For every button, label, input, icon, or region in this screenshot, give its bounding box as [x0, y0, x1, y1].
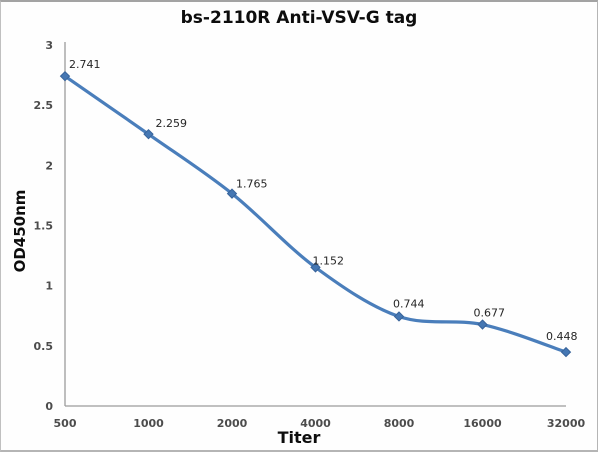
- x-tick-label: 8000: [384, 417, 415, 430]
- data-label: 0.744: [393, 297, 425, 310]
- x-axis-title: Titer: [277, 428, 321, 447]
- chart-title: bs-2110R Anti-VSV-G tag: [180, 8, 418, 28]
- y-tick-label: 1: [45, 280, 53, 293]
- x-tick-label: 2000: [217, 417, 248, 430]
- data-label: 1.152: [313, 254, 345, 267]
- data-point-marker: [59, 70, 71, 82]
- data-point-marker: [393, 311, 405, 322]
- y-tick-label: 2: [45, 159, 53, 172]
- data-label: 1.765: [236, 178, 268, 191]
- data-label: 2.741: [69, 58, 101, 71]
- x-tick-label: 16000: [463, 417, 502, 430]
- y-tick-label: 1.5: [34, 220, 54, 233]
- data-point-marker: [143, 128, 154, 140]
- data-label: 0.448: [546, 330, 578, 343]
- x-tick-label: 32000: [547, 417, 586, 430]
- data-label: 0.677: [474, 307, 506, 320]
- data-point-marker: [310, 262, 321, 273]
- y-tick-label: 0: [45, 400, 53, 413]
- x-tick-label: 1000: [133, 417, 164, 430]
- x-tick-label: 500: [54, 417, 77, 430]
- y-tick-label: 0.5: [34, 340, 54, 353]
- data-point-marker: [560, 346, 572, 358]
- data-label: 2.259: [156, 117, 188, 130]
- data-point-marker: [477, 319, 488, 330]
- data-point-marker: [226, 188, 238, 199]
- y-tick-label: 2.5: [34, 99, 54, 112]
- y-tick-label: 3: [45, 39, 53, 52]
- x-tick-label: 4000: [300, 417, 331, 430]
